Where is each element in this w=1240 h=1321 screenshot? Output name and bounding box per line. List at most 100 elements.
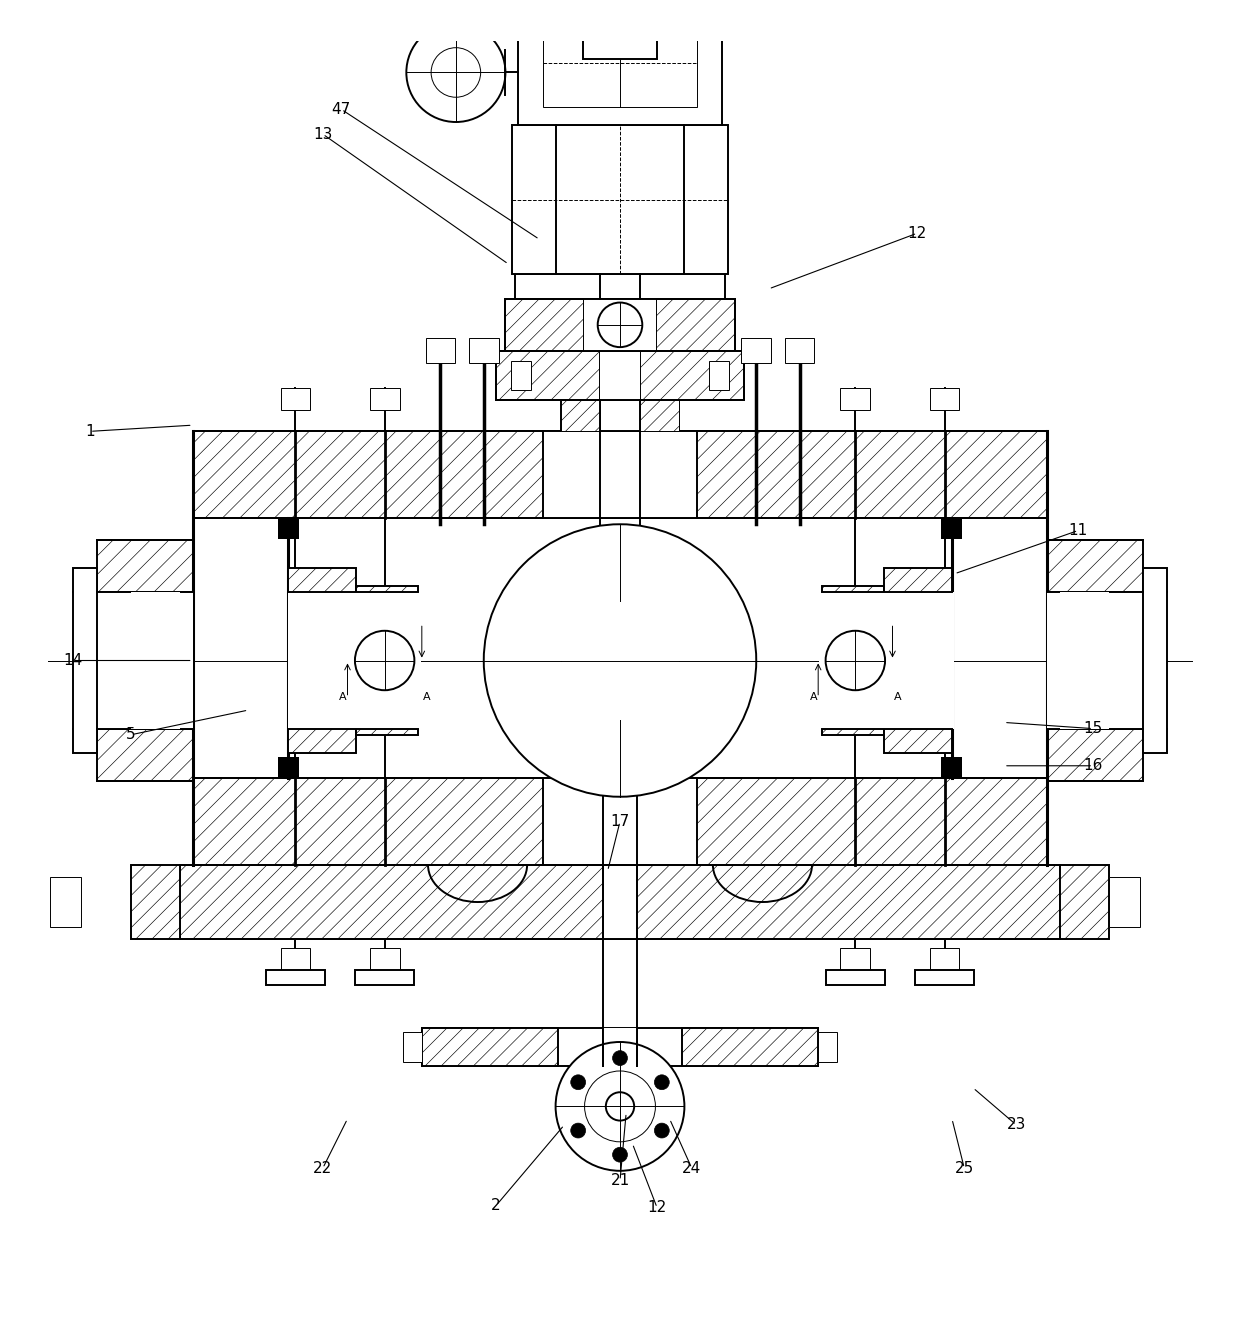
Bar	[425, 338, 455, 363]
Circle shape	[655, 1075, 670, 1090]
Text: A: A	[339, 692, 346, 703]
Bar	[278, 518, 299, 539]
Bar	[543, 20, 697, 107]
Bar	[506, 299, 584, 351]
Bar	[603, 865, 637, 939]
Circle shape	[613, 1050, 627, 1066]
Text: 2: 2	[491, 1198, 501, 1213]
Text: 14: 14	[63, 653, 82, 668]
Text: 1: 1	[86, 424, 94, 439]
Bar	[370, 948, 399, 970]
Bar	[742, 338, 771, 363]
Text: 11: 11	[1069, 523, 1087, 538]
Text: 24: 24	[682, 1161, 702, 1176]
Bar	[511, 361, 531, 391]
Bar	[656, 299, 734, 351]
Bar	[1048, 592, 1143, 729]
Bar	[584, 299, 656, 351]
Bar	[543, 432, 697, 518]
Bar	[785, 338, 815, 363]
Bar	[941, 518, 962, 539]
Bar	[600, 351, 640, 400]
Bar	[403, 1032, 422, 1062]
Bar	[192, 432, 1048, 518]
Bar	[562, 400, 678, 432]
Bar	[51, 877, 81, 927]
Text: A: A	[423, 692, 430, 703]
Text: A: A	[894, 692, 901, 703]
Circle shape	[598, 303, 642, 347]
Text: 16: 16	[1084, 758, 1102, 773]
Bar	[822, 587, 884, 734]
Bar	[930, 948, 960, 970]
Bar	[180, 865, 1060, 939]
Bar	[370, 388, 399, 411]
Circle shape	[484, 524, 756, 797]
Circle shape	[826, 630, 885, 691]
Bar	[422, 1028, 818, 1066]
Circle shape	[584, 1071, 656, 1141]
Text: 47: 47	[331, 102, 351, 116]
Circle shape	[355, 630, 414, 691]
Circle shape	[613, 1147, 627, 1162]
Bar	[543, 778, 697, 865]
Bar	[278, 757, 299, 778]
Text: 12: 12	[647, 1201, 667, 1215]
Bar	[422, 1028, 558, 1066]
Bar	[97, 592, 192, 729]
Bar	[355, 970, 414, 985]
Bar	[518, 8, 722, 125]
Bar	[496, 351, 600, 400]
Bar	[583, 29, 657, 59]
Bar	[820, 592, 955, 729]
Bar	[280, 388, 310, 411]
Bar	[884, 568, 952, 753]
Bar	[280, 948, 310, 970]
Bar	[469, 338, 498, 363]
Bar	[1048, 540, 1143, 781]
Bar	[709, 361, 729, 391]
Bar	[1060, 592, 1110, 729]
Text: 13: 13	[312, 127, 332, 141]
Bar	[826, 970, 885, 985]
Bar	[562, 400, 600, 432]
Bar	[130, 865, 180, 939]
Circle shape	[556, 1042, 684, 1170]
Text: 22: 22	[314, 1161, 332, 1176]
Circle shape	[407, 22, 506, 122]
Bar	[640, 400, 678, 432]
Bar	[288, 592, 420, 729]
Circle shape	[655, 1123, 670, 1137]
Circle shape	[606, 1092, 634, 1120]
Bar	[682, 1028, 818, 1066]
Text: 15: 15	[1084, 721, 1102, 736]
Bar	[603, 1028, 637, 1066]
Bar	[930, 388, 960, 411]
Bar	[1060, 865, 1110, 939]
Bar	[356, 587, 418, 734]
Bar	[512, 125, 728, 273]
Text: 21: 21	[610, 1173, 630, 1188]
Bar	[288, 568, 356, 753]
Bar	[915, 970, 975, 985]
Bar	[1143, 568, 1168, 753]
Bar	[560, 601, 680, 720]
Bar	[130, 592, 180, 729]
Circle shape	[570, 1075, 585, 1090]
Text: 25: 25	[955, 1161, 973, 1176]
Text: 23: 23	[1007, 1118, 1025, 1132]
Text: 17: 17	[610, 814, 630, 830]
Bar	[265, 970, 325, 985]
Bar	[941, 757, 962, 778]
Bar	[841, 948, 870, 970]
Bar	[72, 568, 97, 753]
Text: 12: 12	[908, 226, 926, 240]
Bar	[97, 540, 192, 781]
Bar	[515, 273, 725, 299]
Bar	[640, 351, 744, 400]
Circle shape	[432, 48, 481, 98]
Text: 5: 5	[126, 728, 135, 742]
Circle shape	[570, 1123, 585, 1137]
Bar	[1110, 877, 1141, 927]
Bar	[192, 778, 1048, 865]
